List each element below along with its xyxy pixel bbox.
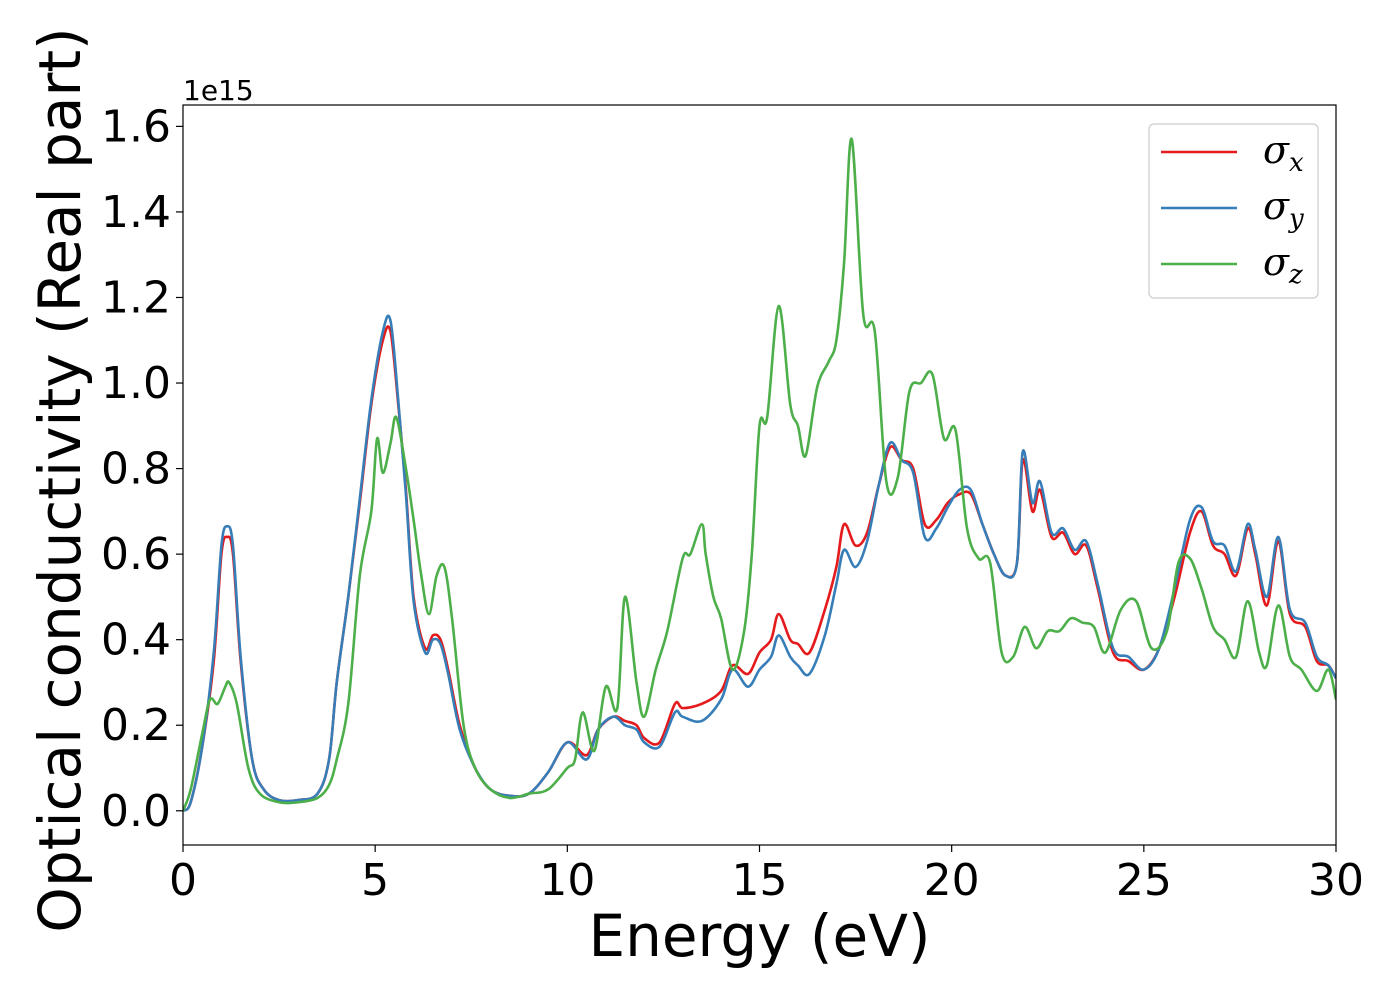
x-tick-label: 5 xyxy=(361,855,389,906)
series-layer xyxy=(183,137,1336,812)
x-tick-label: 15 xyxy=(732,855,788,906)
x-tick-label: 25 xyxy=(1116,855,1172,906)
legend: σx σy σz xyxy=(1148,123,1319,299)
legend-box xyxy=(1148,123,1319,299)
series-line-z xyxy=(183,137,1336,812)
legend-label: σz xyxy=(1263,240,1303,290)
y-tick-label: 0.2 xyxy=(101,700,171,751)
legend-label: σx xyxy=(1263,128,1304,178)
y-tick-label: 0.4 xyxy=(101,615,171,666)
x-tick-label: 30 xyxy=(1308,855,1364,906)
x-tick-label: 20 xyxy=(924,855,980,906)
x-tick-label: 10 xyxy=(539,855,595,906)
series-line-y xyxy=(183,314,1336,812)
y-offset-label: 1e15 xyxy=(183,74,254,107)
y-tick-label: 0.8 xyxy=(101,444,171,495)
x-tick-label: 0 xyxy=(169,855,197,906)
x-axis-title: Energy (eV) xyxy=(588,902,930,970)
series-line-x xyxy=(183,325,1336,812)
y-tick-label: 0.0 xyxy=(101,786,171,837)
y-tick-label: 1.0 xyxy=(101,358,171,409)
y-tick-label: 0.6 xyxy=(101,529,171,580)
y-tick-label: 1.6 xyxy=(101,101,171,152)
y-axis: 0.0 0.2 0.4 0.6 0.8 1.0 1.2 1.4 1.6 xyxy=(101,101,183,837)
x-axis: 0 5 10 15 20 25 30 xyxy=(169,845,1364,906)
y-axis-title: Optical conductivity (Real part) xyxy=(26,27,94,932)
y-tick-label: 1.2 xyxy=(101,272,171,323)
y-tick-label: 1.4 xyxy=(101,187,171,238)
legend-label: σy xyxy=(1263,184,1304,234)
